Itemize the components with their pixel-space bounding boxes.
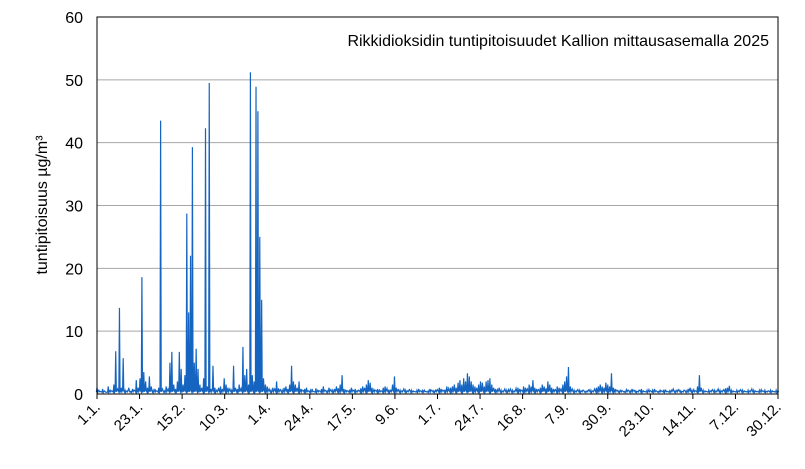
series-line: [95, 72, 780, 395]
y-axis-label: tuntipitoisuus µg/m³: [34, 135, 51, 275]
x-tick-labels: 1.1. 23.1. 15.2. 10.3. 1.4. 24.4. 17.5. 9.6. 1.7…: [74, 394, 785, 440]
x-tick-label: 15.2.: [153, 399, 189, 435]
x-tick-label: 16.8.: [494, 399, 530, 435]
y-tick-label: 10: [65, 324, 83, 341]
x-tick-label: 9.6.: [372, 399, 402, 429]
x-tick-label: 23.1.: [111, 399, 147, 435]
x-tick-label: 17.5.: [324, 399, 360, 435]
y-tick-label: 50: [65, 73, 83, 90]
x-tick-label: 30.12.: [743, 399, 785, 441]
x-tick-label: 14.11.: [659, 399, 700, 440]
chart-title: Rikkidioksidin tuntipitoisuudet Kallion …: [347, 33, 769, 50]
gridlines: [97, 79, 778, 332]
x-tick-label: 10.3.: [196, 399, 232, 435]
y-tick-label: 60: [65, 10, 83, 27]
x-tick-label: 7.12.: [707, 399, 743, 435]
y-tick-label: 40: [65, 136, 83, 153]
y-tick-label: 30: [65, 199, 83, 216]
y-tick-labels: 0 10 20 30 40 50 60: [65, 10, 83, 404]
x-tick-label: 24.4.: [281, 399, 317, 435]
x-tick-label: 1.7.: [415, 399, 445, 429]
x-tick-label: 23.10.: [616, 399, 658, 441]
x-tick-label: 7.9.: [542, 399, 572, 429]
y-tick-label: 20: [65, 261, 83, 278]
x-tick-label: 30.9.: [579, 399, 615, 435]
plot-frame: [96, 16, 779, 395]
x-tick-label: 24.7.: [451, 399, 487, 435]
x-tick-label: 1.4.: [244, 399, 274, 429]
y-tick-label: 0: [74, 387, 83, 404]
